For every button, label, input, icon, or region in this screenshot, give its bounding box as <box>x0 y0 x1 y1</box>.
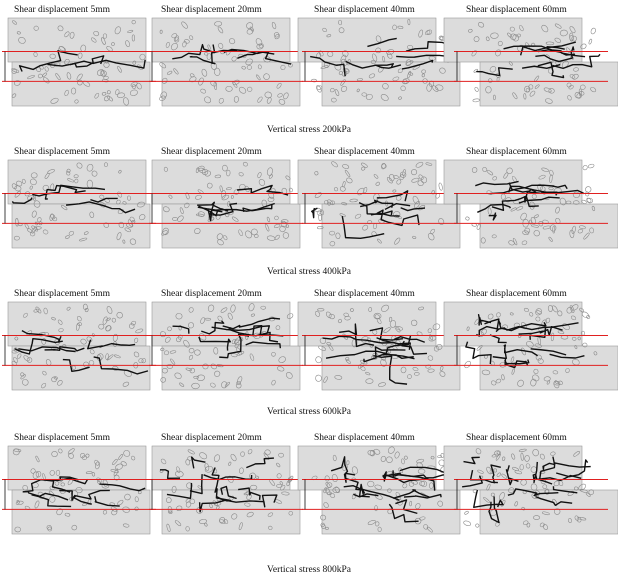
aggregate <box>438 183 443 191</box>
specimen-panel: Shear displacement 60mm <box>444 5 618 106</box>
aggregate <box>590 27 596 34</box>
crack <box>312 208 318 218</box>
specimen-panel: Shear displacement 5mm <box>2 433 156 534</box>
specimen-panel: Shear displacement 20mm <box>149 289 303 390</box>
stress-label: Vertical stress 600kPa <box>267 407 352 417</box>
specimen-panel: Shear displacement 5mm <box>2 289 156 390</box>
lower-box <box>322 204 460 248</box>
panel-label: Shear displacement 20mm <box>161 5 262 15</box>
panel-label: Shear displacement 5mm <box>14 433 111 443</box>
aggregate <box>586 197 592 203</box>
panel-label: Shear displacement 5mm <box>14 289 111 299</box>
aggregate <box>465 216 470 220</box>
panel-label: Shear displacement 5mm <box>14 147 111 157</box>
aggregate <box>316 85 322 90</box>
stress-label: Vertical stress 400kPa <box>267 267 352 277</box>
upper-box <box>152 18 290 62</box>
aggregate <box>473 99 480 103</box>
lower-box <box>12 346 150 390</box>
specimen-panel: Shear displacement 60mm <box>444 147 618 248</box>
panel-label: Shear displacement 20mm <box>161 289 262 299</box>
upper-box <box>8 446 146 490</box>
upper-box <box>152 446 290 490</box>
specimen-panel: Shear displacement 5mm <box>2 147 156 248</box>
aggregate <box>315 356 322 364</box>
aggregate <box>440 37 443 40</box>
panel-label: Shear displacement 60mm <box>466 289 567 299</box>
panel-label: Shear displacement 40mm <box>314 433 415 443</box>
panel-label: Shear displacement 40mm <box>314 289 415 299</box>
specimen-panel: Shear displacement 60mm <box>444 433 618 534</box>
panel-label: Shear displacement 5mm <box>14 5 111 15</box>
specimen-panel: Shear displacement 40mm <box>298 5 460 106</box>
figure: Shear displacement 5mm Shear displacement… <box>0 0 618 577</box>
aggregate <box>588 39 592 45</box>
panel-label: Shear displacement 20mm <box>161 147 262 157</box>
aggregate <box>582 165 588 171</box>
aggregate <box>463 520 471 527</box>
aggregate <box>584 186 592 194</box>
aggregate <box>464 511 469 515</box>
stress-label: Vertical stress 200kPa <box>267 125 352 135</box>
lower-box <box>162 204 300 248</box>
specimen-panel: Shear displacement 5mm <box>2 5 156 106</box>
specimen-panel: Shear displacement 60mm <box>444 289 618 390</box>
specimen-panel: Shear displacement 20mm <box>149 433 303 534</box>
panel-label: Shear displacement 60mm <box>466 433 567 443</box>
lower-box <box>322 62 460 106</box>
upper-box <box>444 302 582 346</box>
specimen-panel: Shear displacement 40mm <box>298 289 460 390</box>
lower-box <box>162 62 300 106</box>
lower-box <box>480 490 618 534</box>
aggregate <box>588 164 595 169</box>
aggregate <box>319 213 322 221</box>
aggregate <box>475 523 480 528</box>
specimen-panel: Shear displacement 20mm <box>149 5 303 106</box>
panel-label: Shear displacement 60mm <box>466 5 567 15</box>
panel-label: Shear displacement 40mm <box>314 147 415 157</box>
specimen-panel: Shear displacement 40mm <box>298 433 460 534</box>
panel-label: Shear displacement 60mm <box>466 147 567 157</box>
panel-label: Shear displacement 20mm <box>161 433 262 443</box>
aggregate <box>315 375 322 382</box>
upper-box <box>298 18 436 62</box>
specimen-panel: Shear displacement 40mm <box>298 147 460 248</box>
stress-label: Vertical stress 800kPa <box>267 565 352 575</box>
lower-box <box>322 346 460 390</box>
aggregate <box>474 87 479 92</box>
upper-box <box>444 446 582 490</box>
panel-label: Shear displacement 40mm <box>314 5 415 15</box>
aggregate <box>463 360 471 369</box>
specimen-panel: Shear displacement 20mm <box>149 147 303 248</box>
